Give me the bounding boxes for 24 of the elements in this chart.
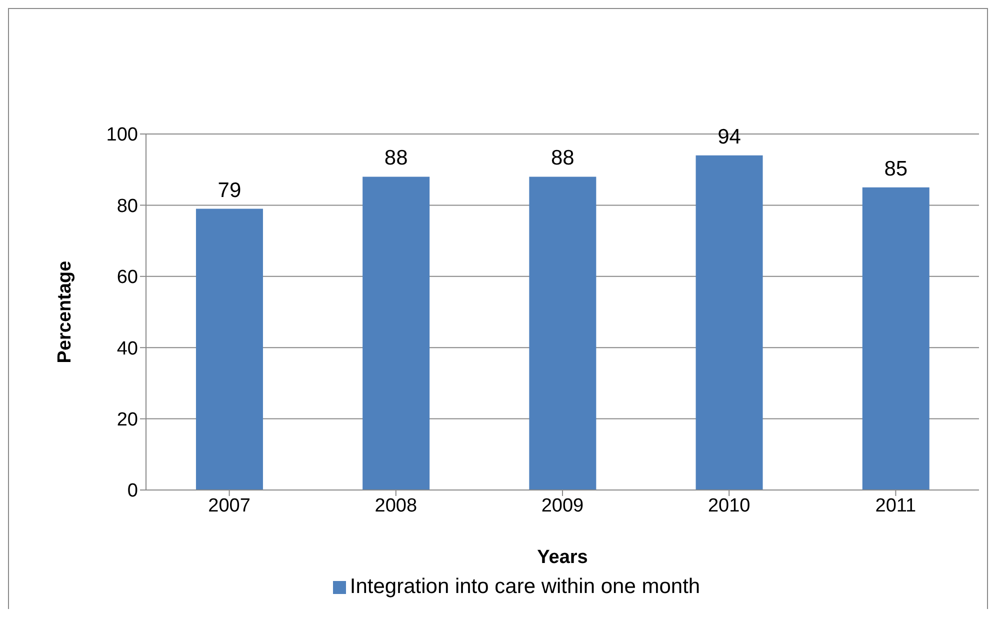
x-tick-label: 2008 [374,495,418,516]
y-tick-label: 80 [116,196,138,217]
x-axis-title: Years [537,547,588,568]
bar [862,187,930,490]
x-tick-label: 2011 [875,495,916,516]
y-tick-label: 60 [116,267,138,288]
y-axis-title: Percentage [54,260,76,364]
bar [696,155,763,490]
x-tick-label: 2009 [541,495,584,516]
data-label: 79 [218,178,242,202]
legend-label: Integration into care within one month [350,575,700,598]
data-label: 88 [384,146,408,170]
bar [362,176,430,490]
y-tick-label: 40 [116,338,138,360]
bar [196,208,263,490]
data-label: 85 [884,157,908,180]
data-label: 94 [718,125,742,148]
y-tick-label: 0 [127,480,138,502]
y-tick-label: 20 [116,410,138,431]
y-tick-label: 100 [106,124,138,146]
data-label: 88 [551,146,574,170]
x-tick-label: 2007 [208,495,250,516]
bar [529,176,596,490]
x-tick-label: 2010 [708,495,750,516]
